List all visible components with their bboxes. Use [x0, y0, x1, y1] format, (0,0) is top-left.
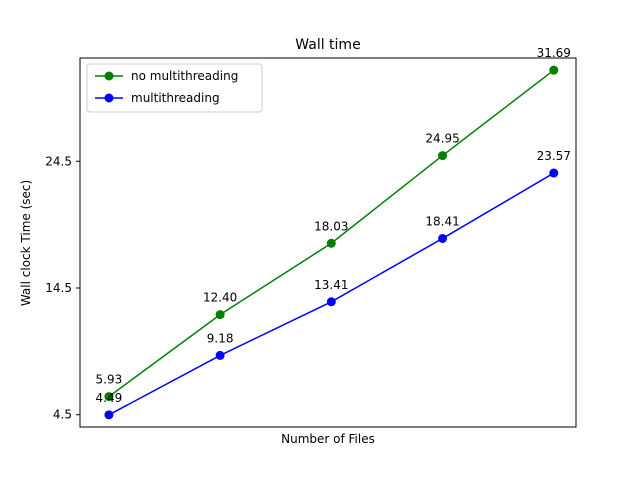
legend-label-multithreading: multithreading — [131, 91, 220, 105]
series-layer — [104, 65, 559, 420]
chart-title: Wall time — [295, 37, 360, 53]
data-point-multithreading — [326, 297, 336, 307]
data-point-multithreading — [215, 350, 225, 360]
data-label-multithreading: 4.49 — [96, 391, 123, 405]
data-point-no-multithreading — [438, 151, 448, 161]
data-label-multithreading: 23.57 — [537, 149, 571, 163]
y-tick-label: 4.5 — [53, 408, 72, 422]
legend-entry-multithreading: multithreading — [95, 91, 220, 105]
legend-marker-multithreading — [104, 93, 114, 103]
data-label-no-multithreading: 24.95 — [425, 132, 459, 146]
x-axis-label: Number of Files — [281, 432, 375, 446]
data-point-no-multithreading — [326, 238, 336, 248]
data-label-no-multithreading: 31.69 — [537, 46, 571, 60]
data-point-multithreading — [104, 410, 114, 420]
legend: no multithreading multithreading — [86, 63, 263, 113]
y-tick-label: 24.5 — [45, 154, 72, 168]
data-label-no-multithreading: 5.93 — [96, 373, 123, 387]
plot-frame — [79, 57, 577, 428]
y-axis-label: Wall clock Time (sec) — [19, 180, 33, 306]
data-label-multithreading: 18.41 — [425, 214, 459, 228]
legend-label-no-multithreading: no multithreading — [131, 69, 238, 83]
data-label-no-multithreading: 12.40 — [203, 291, 237, 305]
data-point-no-multithreading — [104, 392, 114, 402]
y-tick-layer: 4.5 14.5 24.5 — [45, 154, 80, 422]
data-point-no-multithreading — [549, 65, 559, 75]
data-point-multithreading — [438, 233, 448, 243]
legend-marker-no-multithreading — [104, 71, 114, 81]
data-label-layer: 5.93 12.40 18.03 24.95 31.69 4.49 9.18 13.41 18.… — [96, 46, 571, 405]
data-point-multithreading — [549, 168, 559, 178]
legend-entry-no-multithreading: no multithreading — [95, 69, 238, 83]
data-label-no-multithreading: 18.03 — [314, 219, 348, 233]
data-label-multithreading: 13.41 — [314, 278, 348, 292]
legend-frame — [86, 63, 263, 113]
data-label-multithreading: 9.18 — [207, 331, 234, 345]
y-tick-label: 14.5 — [45, 281, 72, 295]
data-point-no-multithreading — [215, 310, 225, 320]
